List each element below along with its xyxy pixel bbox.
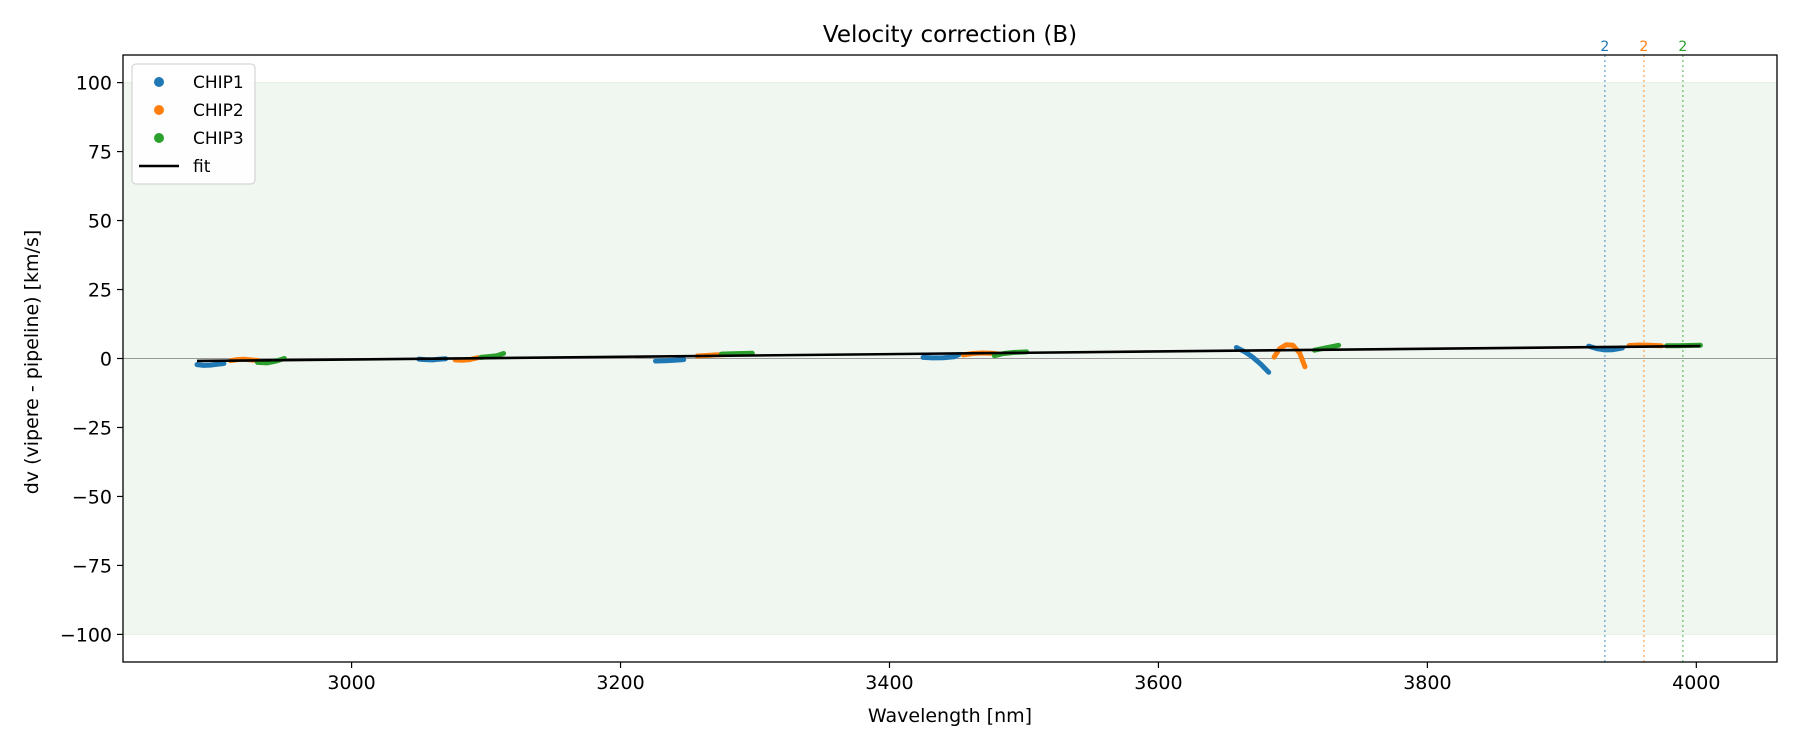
chart-title: Velocity correction (B) [823, 22, 1077, 48]
legend-box [131, 63, 256, 185]
y-tick-label-5: −25 [72, 417, 112, 439]
legend-label-chip3: CHIP3 [193, 129, 244, 149]
y-axis-label: dv (vipere - pipeline) [km/s] [21, 230, 43, 495]
chip1-segment-3 [653, 357, 687, 364]
plot-area: 2 2 2 3000 3200 3400 3600 3800 4000 100 75 50 25 0 −25… [60, 39, 1778, 694]
x-tick-label-3400: 3400 [865, 672, 913, 694]
y-tick-label-3: 25 [88, 280, 112, 302]
chip1-segment-4 [920, 351, 962, 361]
legend-marker-chip1 [154, 77, 164, 87]
y-tick-label-4: 0 [100, 349, 112, 371]
vertical-marker-label-2: 2 [1639, 39, 1648, 55]
y-tick-label-0: 100 [76, 73, 112, 95]
vertical-marker-label-3: 2 [1678, 39, 1687, 55]
legend-marker-chip3 [154, 133, 164, 143]
x-tick-label-3600: 3600 [1134, 672, 1182, 694]
x-axis-label: Wavelength [nm] [868, 705, 1032, 727]
fit-line [196, 344, 1701, 363]
y-tick-label-2: 50 [88, 211, 112, 233]
legend-marker-chip2 [154, 105, 164, 115]
y-tick-label-7: −75 [72, 555, 112, 577]
vertical-marker-label-1: 2 [1600, 39, 1609, 55]
y-tick-label-1: 75 [88, 142, 112, 164]
legend-label-chip2: CHIP2 [193, 101, 244, 121]
legend: CHIP1 CHIP2 CHIP3 fit [131, 63, 256, 185]
x-tick-label-3200: 3200 [596, 672, 644, 694]
x-tick-label-3800: 3800 [1403, 672, 1451, 694]
chip3-segment-3 [718, 350, 755, 357]
chip1-segment-1 [194, 361, 227, 368]
legend-label-fit: fit [193, 157, 211, 177]
y-tick-label-8: −100 [60, 624, 112, 646]
legend-label-chip1: CHIP1 [193, 73, 244, 93]
x-tick-label-3000: 3000 [327, 672, 375, 694]
y-tick-label-6: −50 [72, 486, 112, 508]
x-tick-label-4000: 4000 [1672, 672, 1720, 694]
